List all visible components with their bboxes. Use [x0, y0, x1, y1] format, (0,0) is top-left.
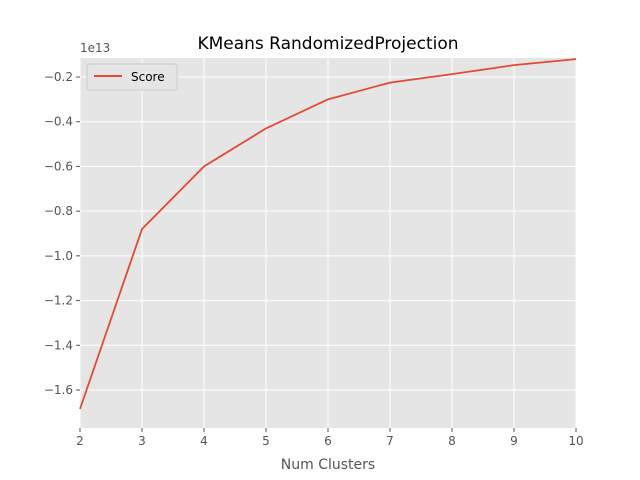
- x-tick-label: 2: [76, 434, 84, 448]
- x-tick-label: 6: [324, 434, 332, 448]
- y-tick-label: −1.2: [44, 294, 73, 308]
- legend-label: Score: [131, 70, 165, 84]
- y-tick-label: −1.0: [44, 249, 73, 263]
- x-tick-label: 9: [510, 434, 518, 448]
- y-offset-label: 1e13: [80, 41, 110, 55]
- y-tick-label: −1.4: [44, 338, 73, 352]
- x-axis-label: Num Clusters: [281, 457, 375, 473]
- y-tick-label: −0.2: [44, 70, 73, 84]
- y-tick-label: −0.4: [44, 115, 73, 129]
- legend: Score: [86, 63, 178, 91]
- y-tick-label: −0.6: [44, 159, 73, 173]
- x-tick-label: 10: [568, 434, 583, 448]
- x-tick-label: 8: [448, 434, 456, 448]
- series-group: [79, 58, 577, 410]
- x-tick-label: 3: [138, 434, 146, 448]
- x-tick-label: 7: [386, 434, 394, 448]
- y-tick-label: −1.6: [44, 383, 73, 397]
- chart-title: KMeans RandomizedProjection: [197, 34, 458, 54]
- legend-box: [86, 63, 178, 91]
- y-axis: −1.6 −1.4 −1.2 −1.0 −0.8 −0.6 −0.4 −0.2: [44, 70, 80, 397]
- x-axis: 2 3 4 5 6 7 8 9 10: [76, 428, 584, 448]
- x-tick-label: 4: [200, 434, 208, 448]
- grid: [79, 58, 577, 428]
- x-tick-label: 5: [262, 434, 270, 448]
- y-tick-label: −0.8: [44, 204, 73, 218]
